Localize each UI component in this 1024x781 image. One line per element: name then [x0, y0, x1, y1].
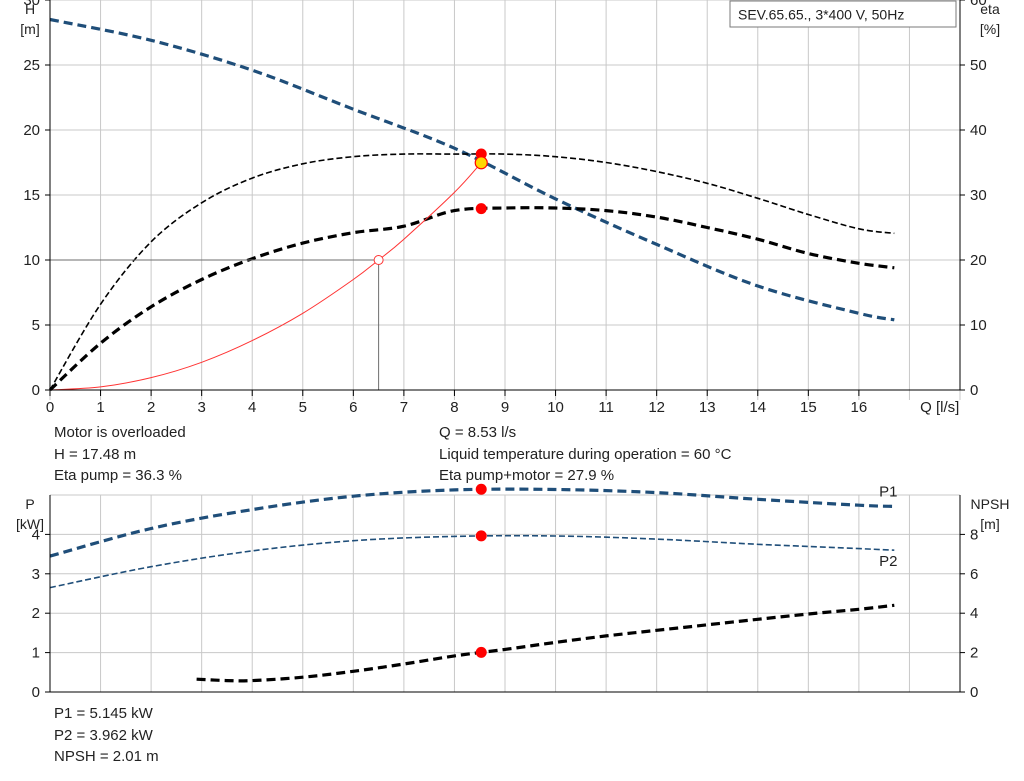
- y-tick-label-left: 0: [32, 684, 40, 701]
- y-tick-label-left: 10: [23, 252, 40, 269]
- x-tick-label: 16: [851, 399, 868, 416]
- y-axis-title-right: NPSH: [971, 496, 1010, 512]
- y-tick-label-right: 50: [970, 57, 987, 74]
- y-tick-label-left: 20: [23, 122, 40, 139]
- y-tick-label-right: 4: [970, 605, 978, 622]
- y-axis-unit-right: [%]: [980, 21, 1000, 37]
- x-tick-label: 3: [197, 399, 205, 416]
- y-tick-label-left: 3: [32, 566, 40, 583]
- info-top-left: Motor is overloaded H = 17.48 m Eta pump…: [54, 422, 186, 487]
- x-tick-label: 13: [699, 399, 716, 416]
- operating-point-marker: [475, 483, 487, 495]
- y-tick-label-left: 25: [23, 57, 40, 74]
- operating-point-marker: [475, 203, 487, 215]
- curve-layer: [48, 17, 895, 683]
- x-tick-label: 12: [648, 399, 665, 416]
- grid-layer: [49, 0, 961, 693]
- y-tick-label-right: 0: [970, 382, 978, 399]
- curve-p1: [49, 487, 895, 558]
- y-tick-label-right: 40: [970, 122, 987, 139]
- y-axis-unit-left: [m]: [20, 21, 39, 37]
- x-axis-title: Q [l/s]: [920, 399, 959, 416]
- operating-point-marker: [475, 646, 487, 658]
- npsh-value-text: NPSH = 2.01 m: [54, 748, 159, 765]
- y-tick-label-right: 6: [970, 566, 978, 583]
- x-tick-label: 8: [450, 399, 458, 416]
- curve-p2: [49, 534, 895, 589]
- guide-point-marker: [373, 255, 384, 265]
- x-tick-label: 15: [800, 399, 817, 416]
- x-tick-label: 5: [299, 399, 307, 416]
- y-tick-label-right: 2: [970, 645, 978, 662]
- x-tick-label: 1: [96, 399, 104, 416]
- head-value-text: H = 17.48 m: [54, 445, 137, 463]
- info-bottom: P1 = 5.145 kW P2 = 3.962 kW NPSH = 2.01 …: [54, 703, 159, 768]
- y-axis-unit-right: [m]: [980, 516, 999, 532]
- x-tick-label: 6: [349, 399, 357, 416]
- y-tick-label-right: 8: [970, 526, 978, 543]
- y-tick-label-left: 4: [32, 526, 40, 543]
- y-tick-label-left: 30: [23, 0, 40, 9]
- y-tick-label-left: 2: [32, 605, 40, 622]
- curve-h: [49, 17, 895, 322]
- y-tick-label-right: 30: [970, 187, 987, 204]
- liquid-temperature-text: Liquid temperature during operation = 60…: [439, 445, 732, 463]
- series-label-p1: P1: [879, 483, 897, 500]
- curve-npsh: [196, 603, 895, 683]
- info-top-right: Q = 8.53 l/s Liquid temperature during o…: [439, 422, 731, 487]
- y-axis-title-left: P: [25, 496, 34, 512]
- y-tick-label-right: 20: [970, 252, 987, 269]
- eta-pump-text: Eta pump = 36.3 %: [54, 467, 182, 484]
- flow-value-text: Q = 8.53 l/s: [439, 424, 517, 441]
- eta-total-text: Eta pump+motor = 27.9 %: [439, 467, 615, 484]
- p2-value-text: P2 = 3.962 kW: [54, 726, 153, 744]
- curve-eta-pump: [49, 153, 895, 391]
- pump-label-box: SEV.65.65., 3*400 V, 50Hz: [729, 0, 957, 28]
- y-tick-label-right: 60: [970, 0, 987, 9]
- x-tick-label: 2: [147, 399, 155, 416]
- y-tick-label-left: 0: [32, 382, 40, 399]
- axes-layer: [45, 0, 965, 693]
- motor-overload-text: Motor is overloaded: [54, 424, 186, 441]
- y-axis-title-left: H: [25, 1, 35, 17]
- y-tick-label-left: 5: [32, 317, 40, 334]
- x-tick-label: 9: [501, 399, 509, 416]
- curve-system: [49, 162, 482, 391]
- x-tick-label: 10: [547, 399, 564, 416]
- x-tick-label: 0: [46, 399, 54, 416]
- y-tick-label-right: 0: [970, 684, 978, 701]
- y-tick-label-left: 15: [23, 187, 40, 204]
- y-tick-label-left: 1: [32, 645, 40, 662]
- x-tick-label: 7: [400, 399, 408, 416]
- duty-point-marker: [474, 156, 488, 170]
- y-tick-label-right: 10: [970, 317, 987, 334]
- y-axis-title-right: eta: [980, 1, 1000, 17]
- x-tick-label: 14: [749, 399, 766, 416]
- x-tick-label: 4: [248, 399, 256, 416]
- series-label-p2: P2: [879, 553, 897, 570]
- y-axis-unit-left: [kW]: [16, 516, 44, 532]
- p1-value-text: P1 = 5.145 kW: [54, 705, 153, 722]
- x-tick-label: 11: [598, 399, 614, 416]
- curve-eta-total: [48, 206, 895, 392]
- pump-label: SEV.65.65., 3*400 V, 50Hz: [738, 7, 904, 23]
- operating-point-marker: [475, 530, 487, 542]
